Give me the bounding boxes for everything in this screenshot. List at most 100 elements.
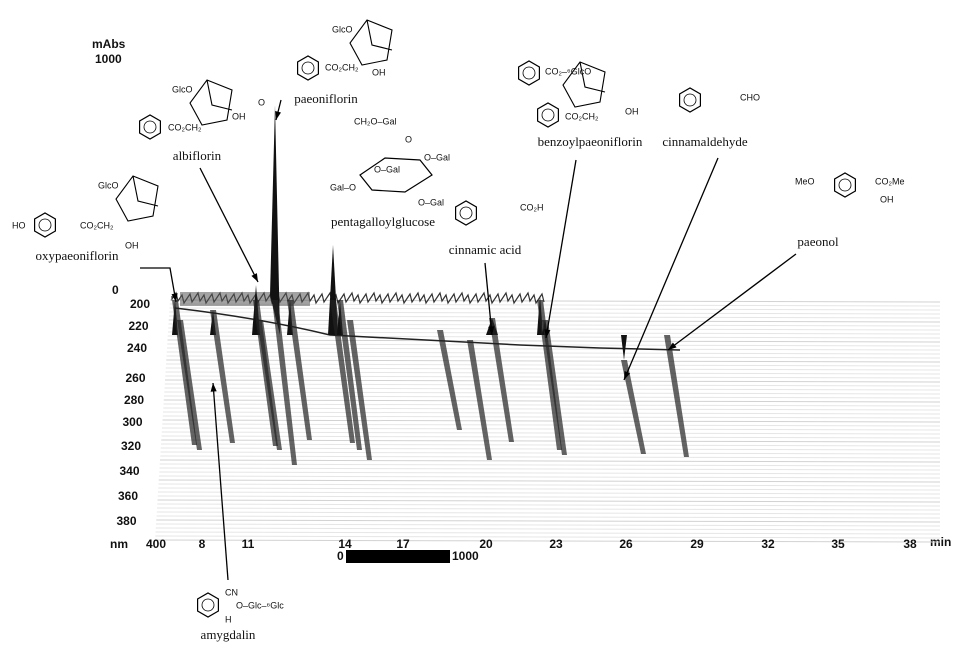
structure-label: H — [225, 614, 232, 624]
wavelength-label: 260 — [126, 371, 146, 385]
compound-name: albiflorin — [173, 148, 222, 163]
surface-line — [160, 460, 940, 462]
wavelength-label: 200 — [130, 297, 150, 311]
wavelength-label: 280 — [124, 393, 144, 407]
time-label: 35 — [831, 537, 845, 551]
surface-line — [159, 480, 940, 482]
structure-label: OH — [880, 194, 894, 204]
surface-line — [156, 532, 941, 534]
compound-name: oxypaeoniflorin — [35, 248, 119, 263]
arrow-head — [275, 111, 281, 120]
compound-name: cinnamic acid — [449, 242, 522, 257]
surface-line — [157, 508, 940, 510]
time-label: 20 — [479, 537, 493, 551]
surface-line — [163, 420, 941, 422]
surface-line — [170, 308, 941, 310]
wavelength-unit: nm — [110, 537, 128, 551]
y-max: 1000 — [95, 52, 122, 66]
compound-name: paeoniflorin — [294, 91, 358, 106]
arrow-head — [251, 273, 258, 282]
compound-name: cinnamaldehyde — [662, 134, 747, 149]
benzene-ring — [680, 88, 701, 112]
structure-label: HO — [12, 220, 26, 230]
surface-line — [158, 500, 941, 502]
benzene-ring — [456, 201, 477, 225]
surface-line — [155, 540, 940, 542]
surface-line — [169, 312, 940, 314]
surface-line — [158, 496, 940, 498]
structure-label: O — [405, 134, 412, 144]
surface-line — [156, 528, 940, 530]
surface-line — [162, 424, 940, 426]
scale-bar — [346, 550, 450, 563]
compound-name: amygdalin — [201, 627, 256, 642]
arrow-line — [200, 168, 258, 282]
structure-label: OH — [125, 240, 139, 250]
time-label: 17 — [396, 537, 410, 551]
wavelength-label: 360 — [118, 489, 138, 503]
benzene-ring — [140, 115, 161, 139]
time-label: 14 — [338, 537, 352, 551]
wavelength-label: 240 — [127, 341, 147, 355]
time-label: 26 — [619, 537, 633, 551]
scale-start: 0 — [337, 549, 344, 563]
structure-label: CO₂H — [520, 202, 544, 212]
surface-line — [157, 504, 940, 506]
ring-circle — [460, 207, 472, 219]
structure-label: O–Gal — [418, 197, 444, 207]
surface-line — [158, 488, 940, 490]
ring-circle — [302, 62, 314, 74]
surface-line — [157, 516, 941, 518]
surface-line — [156, 520, 940, 522]
structure-label: GlcO — [332, 24, 353, 34]
wavelength-label: 320 — [121, 439, 141, 453]
structure-label: CO₂Me — [875, 176, 905, 186]
surface-line — [158, 492, 940, 494]
ring-circle — [684, 94, 696, 106]
cage — [350, 20, 392, 65]
time-label: 38 — [903, 537, 917, 551]
surface-line — [169, 316, 940, 318]
surface-line — [156, 524, 940, 526]
structure-label: MeO — [795, 176, 815, 186]
compound-name: pentagalloylglucose — [331, 214, 435, 229]
surface-line — [160, 456, 940, 458]
surface-line — [160, 464, 940, 466]
surface-line — [163, 416, 940, 418]
benzene-ring — [198, 593, 219, 617]
cage — [116, 176, 158, 221]
wavelength-label: 380 — [117, 514, 137, 528]
cage — [190, 80, 232, 125]
structure-label: O–Glc–⁶Glc — [236, 600, 284, 610]
wavelength-label: 340 — [120, 464, 140, 478]
structure-label: CO₂CH₂ — [168, 122, 202, 132]
ring-circle — [542, 109, 554, 121]
structure-label: O–Gal — [424, 152, 450, 162]
structure-label: Gal–O — [330, 182, 356, 192]
wavelength-label: 400 — [146, 537, 166, 551]
surface-line — [169, 320, 940, 322]
surface-line — [168, 340, 941, 342]
surface-line — [168, 336, 940, 338]
surface-line — [168, 328, 940, 330]
structure-label: O–Gal — [374, 164, 400, 174]
surface-line — [161, 452, 941, 454]
time-label: 29 — [690, 537, 704, 551]
benzene-ring — [519, 61, 540, 85]
surface-line — [159, 472, 940, 474]
structure-label: OH — [625, 106, 639, 116]
structure-label: GlcO — [98, 180, 119, 190]
wavelength-label: 300 — [123, 415, 143, 429]
wavelength-label: 220 — [129, 319, 149, 333]
benzene-ring — [538, 103, 559, 127]
structure-label: CO₂CH₂ — [325, 62, 359, 72]
surface-line — [159, 476, 940, 478]
structure-label: CO₂CH₂ — [565, 111, 599, 121]
figure: mAbs 1000 0 nm min 0 1000 20022024026028… — [0, 0, 954, 645]
ring-circle — [839, 179, 851, 191]
structure-label: CH₂O–Gal — [354, 116, 397, 126]
surface-line — [168, 332, 940, 334]
benzene-ring — [35, 213, 56, 237]
sugar-ring — [360, 158, 432, 192]
structure-label: CO₂CH₂ — [80, 220, 114, 230]
